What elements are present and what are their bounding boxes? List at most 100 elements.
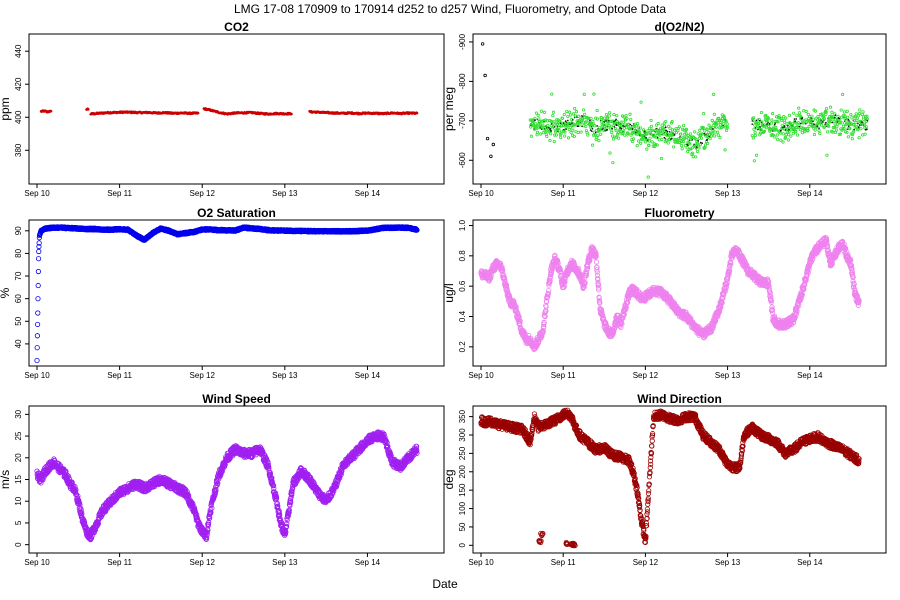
do2n2-point <box>829 119 833 123</box>
do2n2-point <box>709 134 714 138</box>
do2n2-point <box>605 116 610 120</box>
do2n2-point <box>684 127 689 131</box>
do2n2-point <box>712 92 716 96</box>
fluor-y-tick-label: 0.8 <box>458 250 467 262</box>
do2n2-point <box>646 129 650 133</box>
o2sat-point <box>35 256 42 262</box>
fluor-point <box>619 321 625 327</box>
do2n2-point <box>707 123 711 127</box>
fluor-point <box>517 318 523 324</box>
do2n2-point <box>557 125 561 129</box>
do2n2-point-dark <box>795 118 797 120</box>
do2n2-point <box>861 110 865 114</box>
do2n2-point-dark <box>783 125 786 127</box>
do2n2-point <box>537 117 541 121</box>
do2n2-point <box>820 112 824 116</box>
fluor-point <box>593 259 600 265</box>
do2n2-point-dark <box>751 123 754 125</box>
co2-point <box>415 111 419 115</box>
do2n2-point <box>824 106 829 111</box>
do2n2-point-dark <box>847 118 850 121</box>
do2n2-point <box>616 131 620 135</box>
do2n2-x-tick-label: Sep 12 <box>633 189 659 198</box>
do2n2-point <box>751 118 755 123</box>
do2n2-point-dark <box>631 128 634 130</box>
do2n2-point <box>848 127 852 131</box>
do2n2-point <box>776 137 780 141</box>
do2n2-point <box>796 133 800 137</box>
do2n2-point <box>551 113 555 118</box>
do2n2-title: d(O2/N2) <box>654 20 704 34</box>
do2n2-point <box>659 156 664 161</box>
fluor-point <box>492 266 498 272</box>
do2n2-point-dark <box>572 119 574 121</box>
do2n2-point <box>616 136 621 140</box>
fluor-y-axis-label: ug/l <box>442 283 456 302</box>
do2n2-x-tick-label: Sep 10 <box>468 189 494 198</box>
do2n2-point-dark <box>643 130 646 133</box>
do2n2-point <box>759 110 764 115</box>
do2n2-point <box>569 130 573 135</box>
do2n2-point <box>800 131 804 135</box>
do2n2-point <box>566 114 570 119</box>
o2sat-title: O2 Saturation <box>197 206 276 220</box>
do2n2-point <box>650 128 655 132</box>
do2n2-point-dark <box>824 123 826 125</box>
do2n2-point <box>711 123 715 128</box>
do2n2-point <box>574 110 579 114</box>
fluor-point <box>710 323 717 329</box>
do2n2-point <box>533 116 537 120</box>
o2sat-x-tick-label: Sep 14 <box>355 371 381 380</box>
do2n2-point <box>674 138 678 142</box>
do2n2-point <box>605 126 609 130</box>
do2n2-point <box>597 139 601 143</box>
do2n2-point <box>827 124 831 129</box>
do2n2-point <box>794 125 799 130</box>
do2n2-point <box>698 128 702 132</box>
do2n2-point <box>489 154 493 159</box>
do2n2-point <box>830 110 834 114</box>
do2n2-point-dark <box>620 127 623 130</box>
do2n2-point <box>660 137 664 141</box>
fluor-point <box>500 267 506 273</box>
do2n2-point <box>774 125 778 130</box>
do2n2-point <box>679 143 684 148</box>
do2n2-point <box>539 109 543 113</box>
do2n2-point-dark <box>615 124 618 127</box>
fluor-point <box>710 325 716 331</box>
do2n2-point <box>685 146 689 150</box>
do2n2-point-dark <box>622 125 625 127</box>
do2n2-point <box>660 123 664 127</box>
do2n2-point <box>543 110 547 114</box>
do2n2-point <box>775 133 779 137</box>
do2n2-point <box>701 125 705 130</box>
do2n2-point <box>850 137 854 141</box>
do2n2-point <box>668 126 672 130</box>
do2n2-point <box>846 115 850 119</box>
do2n2-point <box>700 132 704 136</box>
do2n2-point <box>529 134 533 138</box>
do2n2-point-dark <box>562 122 565 124</box>
fluor-x-tick-label: Sep 13 <box>715 371 741 380</box>
do2n2-point <box>541 131 546 135</box>
do2n2-point <box>651 144 655 148</box>
do2n2-point-dark <box>691 139 694 141</box>
o2sat-y-axis-label: % <box>0 287 12 298</box>
do2n2-point <box>569 113 573 117</box>
do2n2-point <box>485 136 490 141</box>
do2n2-point <box>797 111 802 115</box>
do2n2-point <box>599 116 604 120</box>
do2n2-point-dark <box>787 124 789 127</box>
do2n2-point <box>534 111 538 115</box>
do2n2-point-dark <box>687 144 689 147</box>
do2n2-point-dark <box>594 131 597 134</box>
do2n2-point-dark <box>645 137 647 139</box>
do2n2-point <box>646 175 650 179</box>
do2n2-point <box>662 127 666 131</box>
do2n2-point <box>813 109 818 113</box>
do2n2-point <box>849 112 853 117</box>
do2n2-point <box>669 135 673 139</box>
do2n2-point <box>846 135 850 139</box>
